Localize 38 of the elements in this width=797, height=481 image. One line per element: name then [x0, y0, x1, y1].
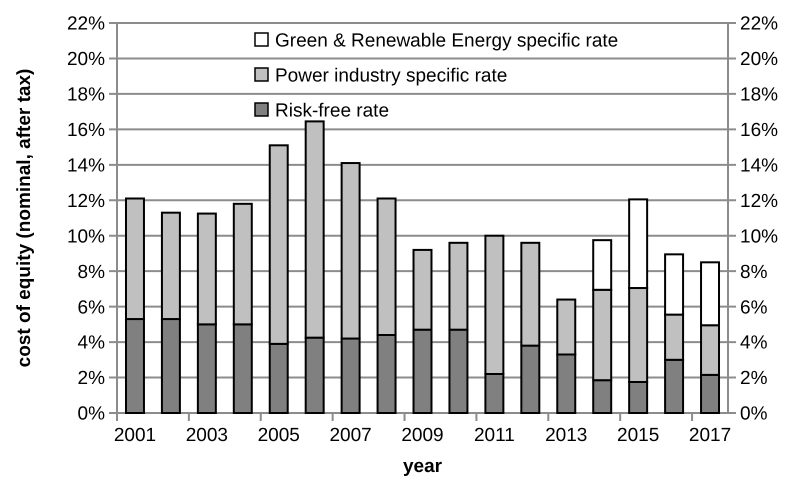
x-tick-label: 2015 — [617, 425, 660, 446]
y-tick-label: 12% — [66, 190, 106, 212]
y2-tick-label: 14% — [740, 155, 778, 176]
y-tick-label: 8% — [78, 262, 106, 283]
legend-label: Power industry specific rate — [275, 66, 508, 87]
y2-tick-label: 8% — [740, 262, 768, 283]
y-tick-label: 16% — [66, 120, 106, 142]
x-tick-label: 2009 — [401, 425, 444, 446]
x-axis-title: year — [402, 456, 443, 477]
y-tick-label: 14% — [66, 155, 106, 176]
y-tick-label: 18% — [66, 84, 106, 106]
x-tick-label: 2017 — [688, 425, 732, 446]
y2-tick-label: 16% — [740, 120, 778, 142]
x-tick-label: 2011 — [474, 425, 515, 446]
y2-tick-label: 4% — [740, 332, 768, 354]
y2-tick-label: 18% — [740, 84, 778, 106]
y2-tick-label: 12% — [740, 190, 778, 212]
legend-label: Green & Renewable Energy specific rate — [275, 30, 618, 52]
y-tick-label: 0% — [78, 404, 106, 425]
y2-tick-label: 10% — [740, 226, 778, 248]
y2-tick-label: 2% — [740, 368, 768, 390]
x-tick-label: 2007 — [329, 425, 372, 446]
legend-label: Risk-free rate — [275, 100, 390, 122]
y-tick-label: 22% — [66, 14, 106, 35]
x-tick-label: 2013 — [545, 425, 588, 446]
y-tick-label: 2% — [78, 368, 106, 390]
x-tick-label: 2005 — [258, 425, 300, 446]
y-axis-title: cost of equity (nominal, after tax) — [14, 68, 35, 368]
x-tick-label: 2003 — [186, 425, 228, 446]
y2-tick-label: 22% — [740, 14, 778, 35]
y-tick-label: 6% — [78, 297, 106, 318]
x-tick-label: 2001 — [114, 425, 156, 446]
y-tick-label: 10% — [66, 226, 106, 248]
y2-tick-label: 0% — [740, 404, 768, 425]
y-tick-label: 20% — [66, 49, 106, 70]
y2-tick-label: 6% — [740, 297, 768, 318]
y-tick-label: 4% — [78, 332, 106, 354]
y2-tick-label: 20% — [740, 49, 778, 70]
